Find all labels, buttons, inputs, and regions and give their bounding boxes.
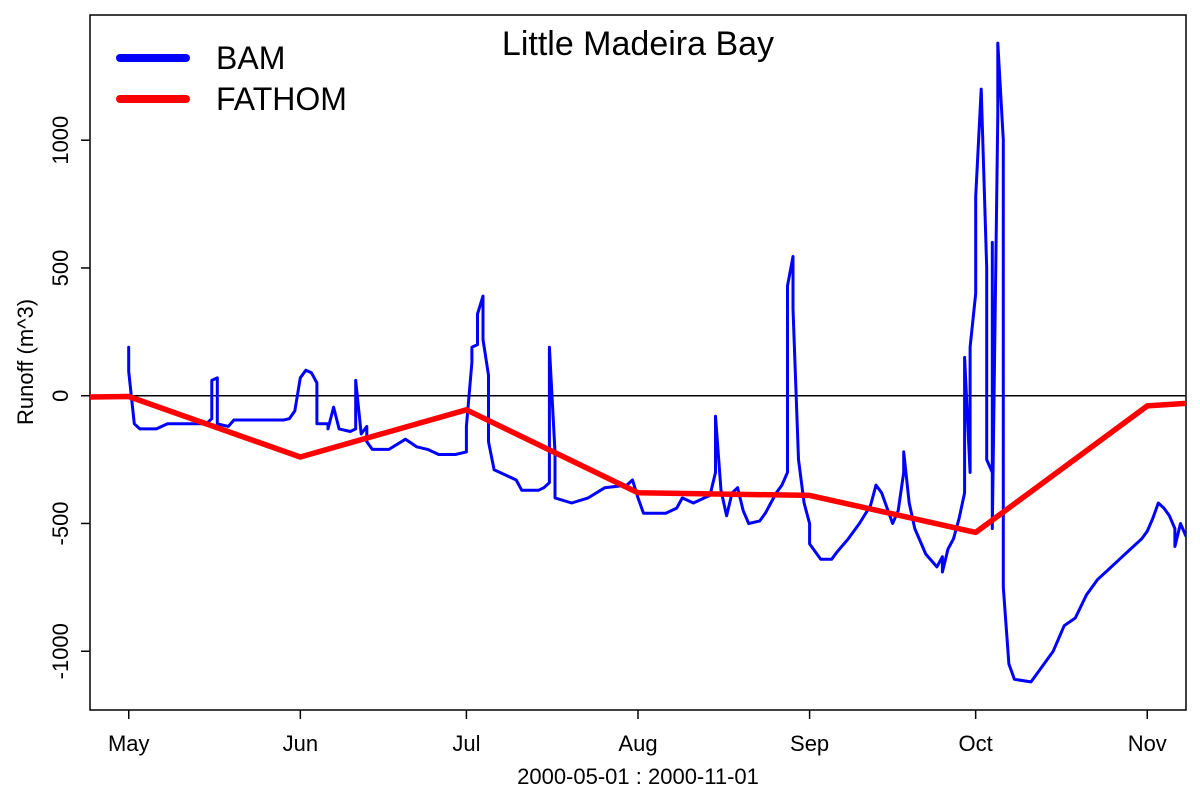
y-tick-label: -1000 xyxy=(48,623,73,679)
x-axis: May Jun Jul Aug Sep Oct Nov xyxy=(108,710,1167,756)
series-layer xyxy=(90,41,1186,684)
y-axis-title: Runoff (m^3) xyxy=(13,299,38,425)
x-tick-label: Sep xyxy=(790,731,829,756)
x-tick-label: Jun xyxy=(283,731,318,756)
x-tick-label: Oct xyxy=(959,731,993,756)
y-tick-label: 0 xyxy=(48,390,73,402)
y-tick-label: 500 xyxy=(48,250,73,287)
x-tick-label: Jul xyxy=(452,731,480,756)
x-tick-label: Nov xyxy=(1128,731,1167,756)
chart-title: Little Madeira Bay xyxy=(502,25,774,63)
legend-label-fathom: FATHOM xyxy=(216,81,347,117)
legend-label-bam: BAM xyxy=(216,40,285,76)
x-tick-label: May xyxy=(108,731,150,756)
y-axis: -1000 -500 0 500 1000 xyxy=(48,116,90,679)
plot-frame xyxy=(89,14,1187,711)
y-tick-label: -500 xyxy=(48,501,73,545)
series-line-bam xyxy=(127,41,1186,684)
y-tick-label: 1000 xyxy=(48,116,73,165)
x-axis-title: 2000-05-01 : 2000-11-01 xyxy=(517,764,759,789)
x-tick-label: Aug xyxy=(618,731,657,756)
series-line-fathom xyxy=(90,393,1186,536)
legend: BAM FATHOM xyxy=(116,40,347,117)
